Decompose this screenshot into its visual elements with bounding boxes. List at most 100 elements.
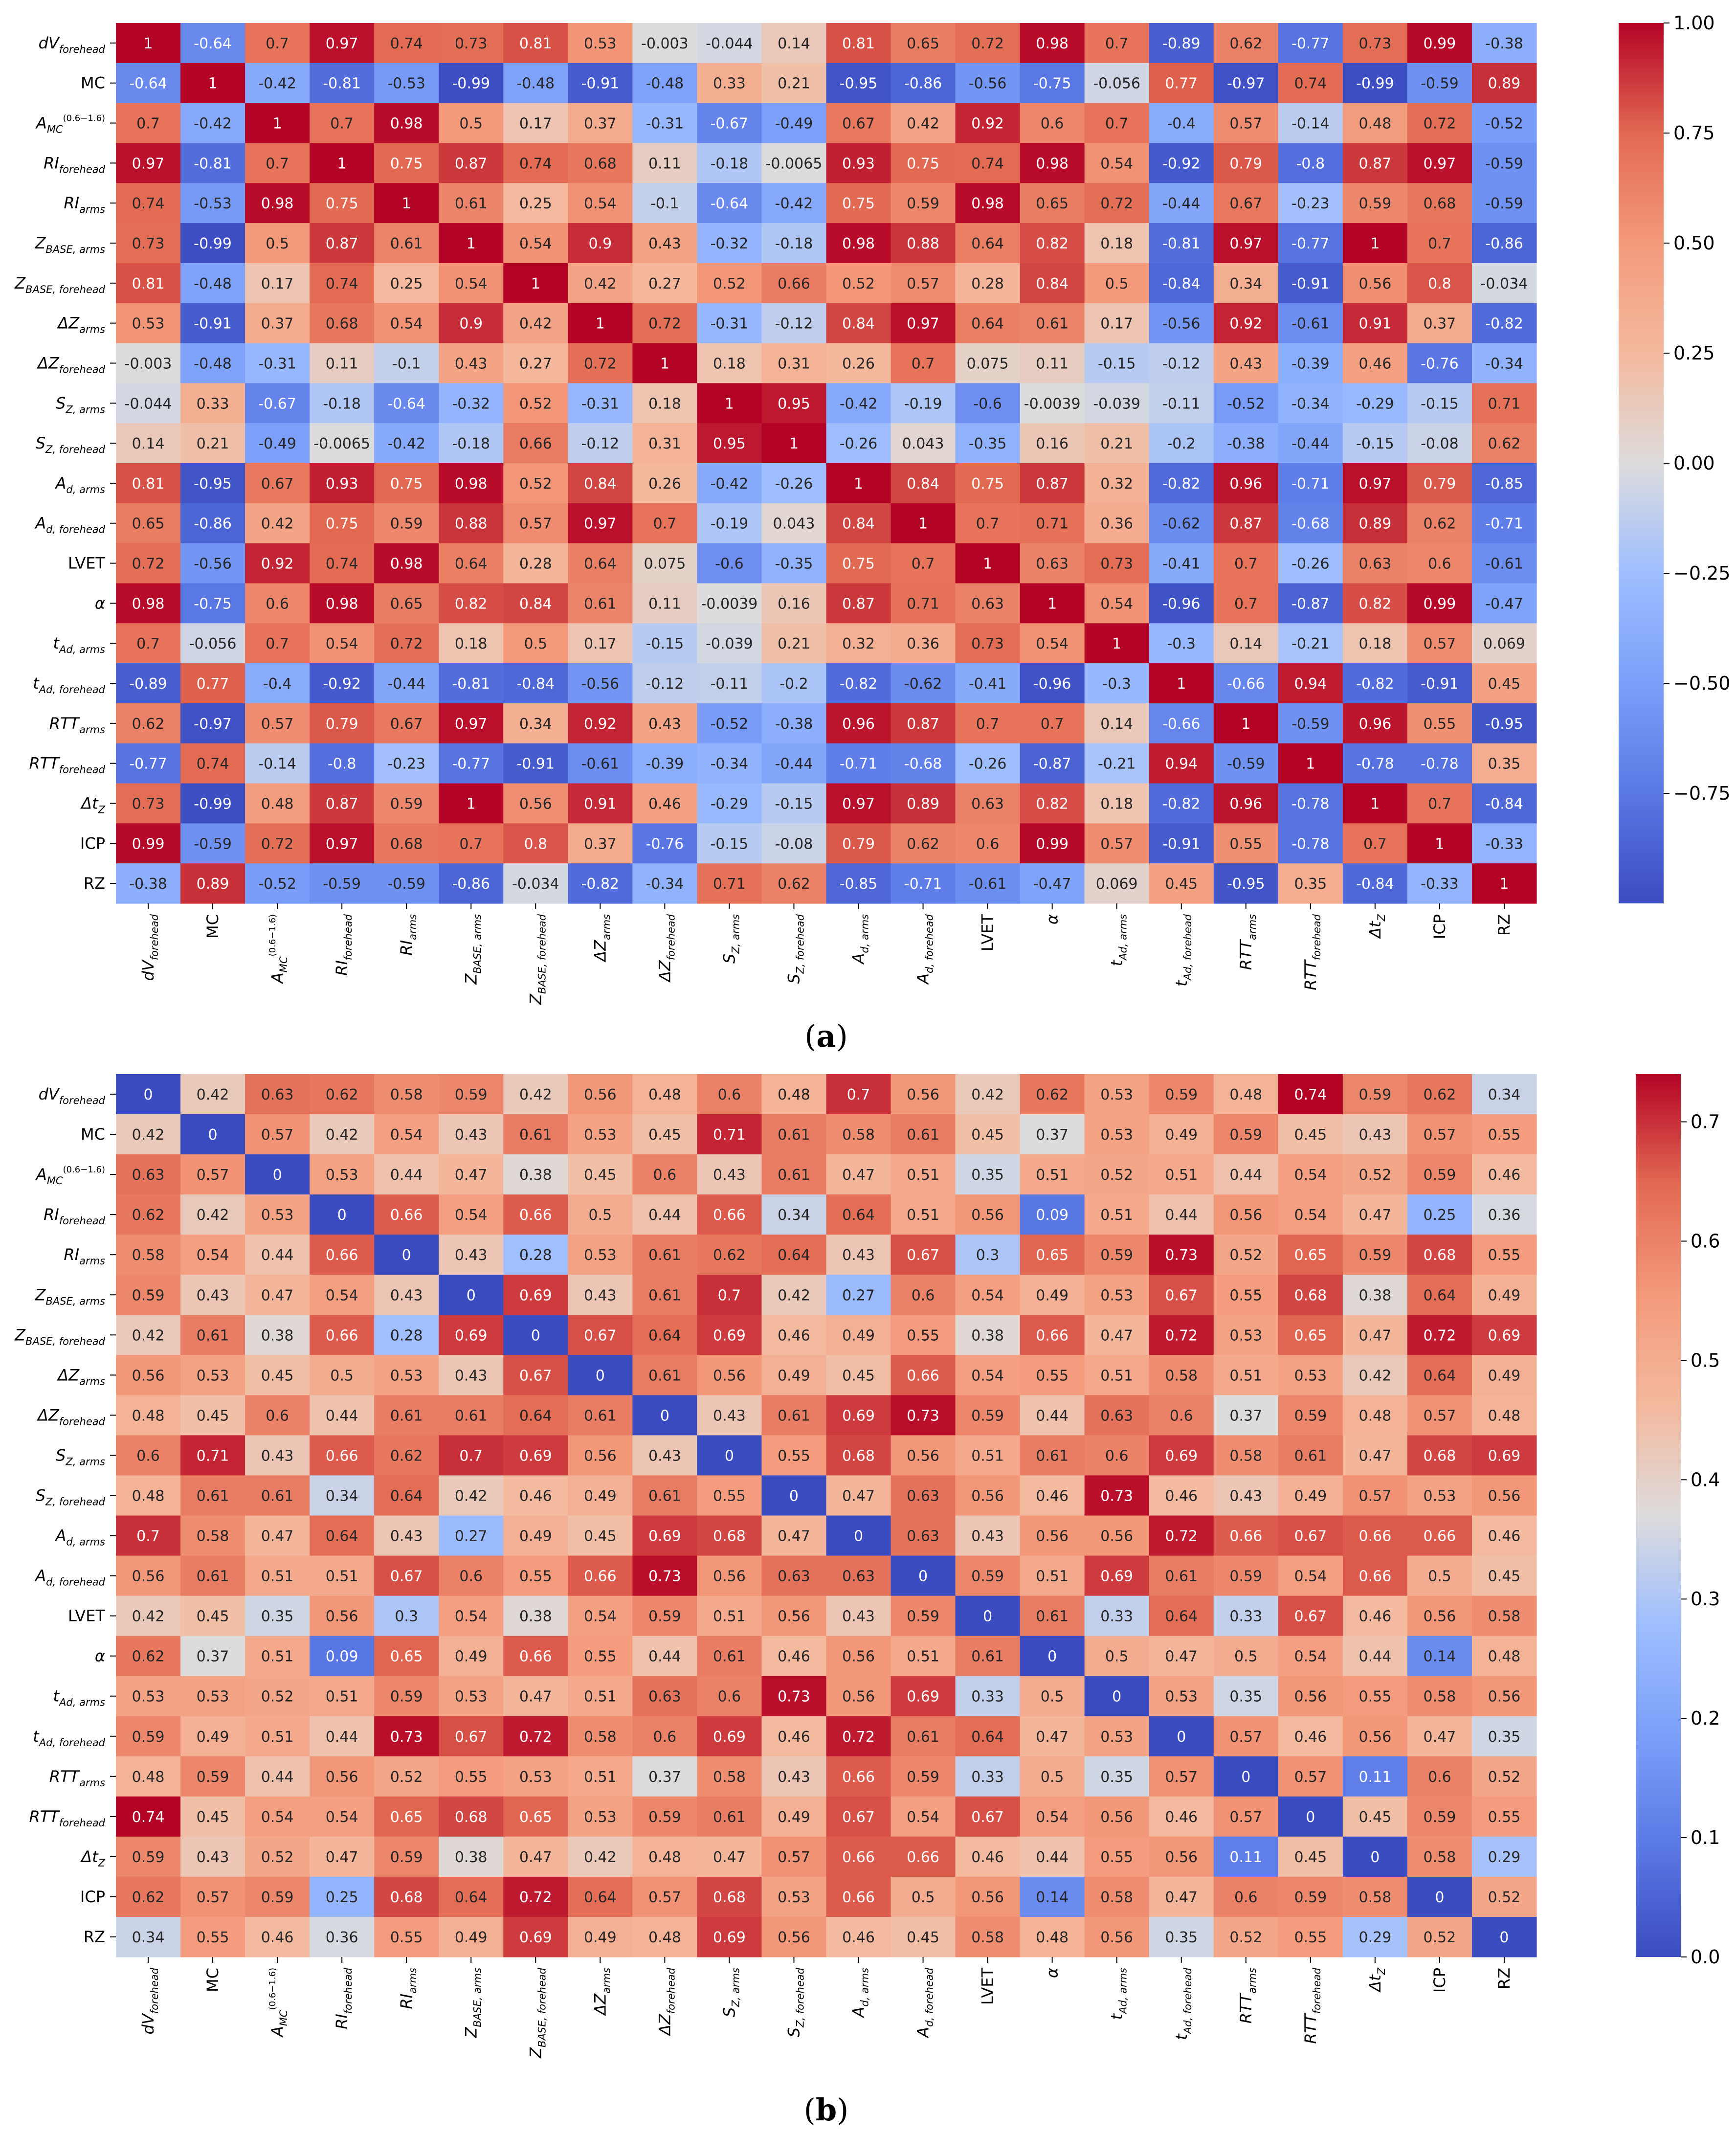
cell-value-label: 0.69: [713, 1729, 746, 1746]
heatmap-cell: [826, 503, 891, 544]
panel-label: (a): [804, 1018, 848, 1054]
heatmap-cell: [503, 383, 568, 424]
heatmap-cell: [1407, 743, 1472, 784]
heatmap-cell: [439, 1796, 504, 1837]
cell-value-label: 0.65: [390, 595, 423, 612]
heatmap-cell: [116, 1636, 181, 1677]
cell-value-label: -0.96: [1162, 595, 1201, 612]
label-subscript: MC: [47, 124, 63, 135]
label-subscript: arms: [407, 1968, 419, 1994]
heatmap-cell: [1213, 1596, 1279, 1637]
cell-value-label: 0.54: [1294, 1167, 1327, 1184]
label-base: ΔZ: [655, 2013, 674, 2037]
label-base: MC: [203, 914, 222, 939]
y-tick-label: RTTforehead: [29, 1807, 105, 1829]
heatmap-cell: [374, 823, 439, 864]
heatmap-cell: [374, 1555, 439, 1596]
x-tick-label: RIforehead: [333, 914, 354, 976]
cell-value-label: 0.43: [842, 1608, 875, 1625]
heatmap-cell: [310, 543, 375, 584]
heatmap-cell: [180, 1716, 245, 1757]
heatmap-cell: [1342, 223, 1408, 264]
heatmap-cell: [1213, 1315, 1279, 1355]
cell-value-label: -0.12: [581, 435, 620, 452]
label-subscript: Z: [1376, 1967, 1387, 1975]
heatmap-cell: [1149, 1275, 1214, 1315]
y-tick-label: ZBASE, forehead: [14, 274, 106, 295]
cell-value-label: -0.71: [1291, 475, 1330, 493]
cell-value-label: 0.55: [907, 1327, 939, 1344]
heatmap-cell: [439, 303, 504, 344]
heatmap-cell: [1407, 1275, 1472, 1315]
heatmap-cell: [180, 1916, 245, 1957]
heatmap-cell: [374, 1515, 439, 1556]
cell-value-label: -0.003: [641, 35, 689, 52]
cell-value-label: 0.59: [1229, 1126, 1262, 1144]
label-subscript: arms: [79, 1375, 105, 1387]
y-tick-label: α: [95, 594, 105, 612]
heatmap-cell: [439, 783, 504, 824]
cell-value-label: 0: [1306, 1809, 1315, 1826]
cell-value-label: 0.35: [1488, 756, 1521, 773]
heatmap-cell: [245, 703, 310, 744]
x-tick-label: ΔZforehead: [655, 914, 677, 983]
heatmap-cell: [1084, 183, 1150, 224]
heatmap-cell: [180, 503, 245, 544]
heatmap-cell: [116, 143, 181, 183]
label-subscript: forehead: [149, 1967, 160, 2014]
heatmap-cell: [890, 1154, 956, 1195]
panel-label-letter: b: [816, 2092, 837, 2128]
heatmap-cell: [632, 23, 698, 64]
x-tick-label: RTTarms: [1237, 914, 1258, 970]
y-tick-label: RTTarms: [49, 1767, 105, 1789]
cell-value-label: 1: [660, 355, 669, 372]
heatmap-cell: [1084, 1235, 1150, 1275]
heatmap-cell: [1342, 543, 1408, 584]
heatmap-cell: [1471, 583, 1537, 624]
heatmap-cell: [180, 1515, 245, 1556]
cell-value-label: 0: [854, 1528, 863, 1545]
cell-value-label: 0.33: [1100, 1608, 1133, 1625]
label-subscript: arms: [79, 724, 105, 736]
heatmap-cell: [1278, 623, 1343, 664]
label-subscript: MC: [47, 1175, 63, 1187]
heatmap-cell: [826, 183, 891, 224]
cell-value-label: -0.15: [1356, 435, 1394, 452]
heatmap-cell: [1407, 1836, 1472, 1877]
heatmap-cell: [632, 1596, 698, 1637]
cell-value-label: 0.55: [1488, 1247, 1521, 1264]
heatmap-cell: [1213, 1475, 1279, 1516]
heatmap-cell: [568, 1114, 633, 1155]
label-base: ICP: [1430, 1968, 1449, 1993]
heatmap-cell: [955, 1235, 1021, 1275]
cell-value-label: 0.47: [519, 1849, 552, 1866]
heatmap-cell: [632, 1676, 698, 1717]
cell-value-label: 1: [337, 155, 347, 172]
cell-value-label: 0.57: [1100, 835, 1133, 853]
heatmap-cell: [1020, 783, 1085, 824]
cell-value-label: 0.69: [519, 1447, 552, 1464]
cell-value-label: 0.48: [1229, 1086, 1262, 1103]
heatmap-cell: [1278, 183, 1343, 224]
cell-value-label: -0.87: [1291, 595, 1330, 612]
cell-value-label: 0.55: [1424, 716, 1456, 733]
heatmap-cell: [310, 1756, 375, 1797]
heatmap-cell: [1471, 303, 1537, 344]
heatmap-cell: [503, 1796, 568, 1837]
heatmap-cell: [697, 543, 762, 584]
cell-value-label: 0.45: [1358, 1809, 1391, 1826]
heatmap-cell: [632, 1114, 698, 1155]
label-superscript: (0.6−1.6): [63, 113, 105, 124]
cell-value-label: 0.59: [390, 516, 423, 533]
heatmap-cell: [1471, 383, 1537, 424]
heatmap-cell: [890, 1275, 956, 1315]
heatmap-cell: [568, 503, 633, 544]
heatmap-cell: [1084, 383, 1150, 424]
cell-value-label: 0.97: [1424, 155, 1456, 172]
cell-value-label: 0.51: [1100, 1207, 1133, 1224]
cell-value-label: 0.29: [1488, 1849, 1521, 1866]
heatmap-cell: [503, 1596, 568, 1637]
heatmap-cell: [632, 1435, 698, 1476]
cell-value-label: -0.53: [387, 75, 425, 92]
